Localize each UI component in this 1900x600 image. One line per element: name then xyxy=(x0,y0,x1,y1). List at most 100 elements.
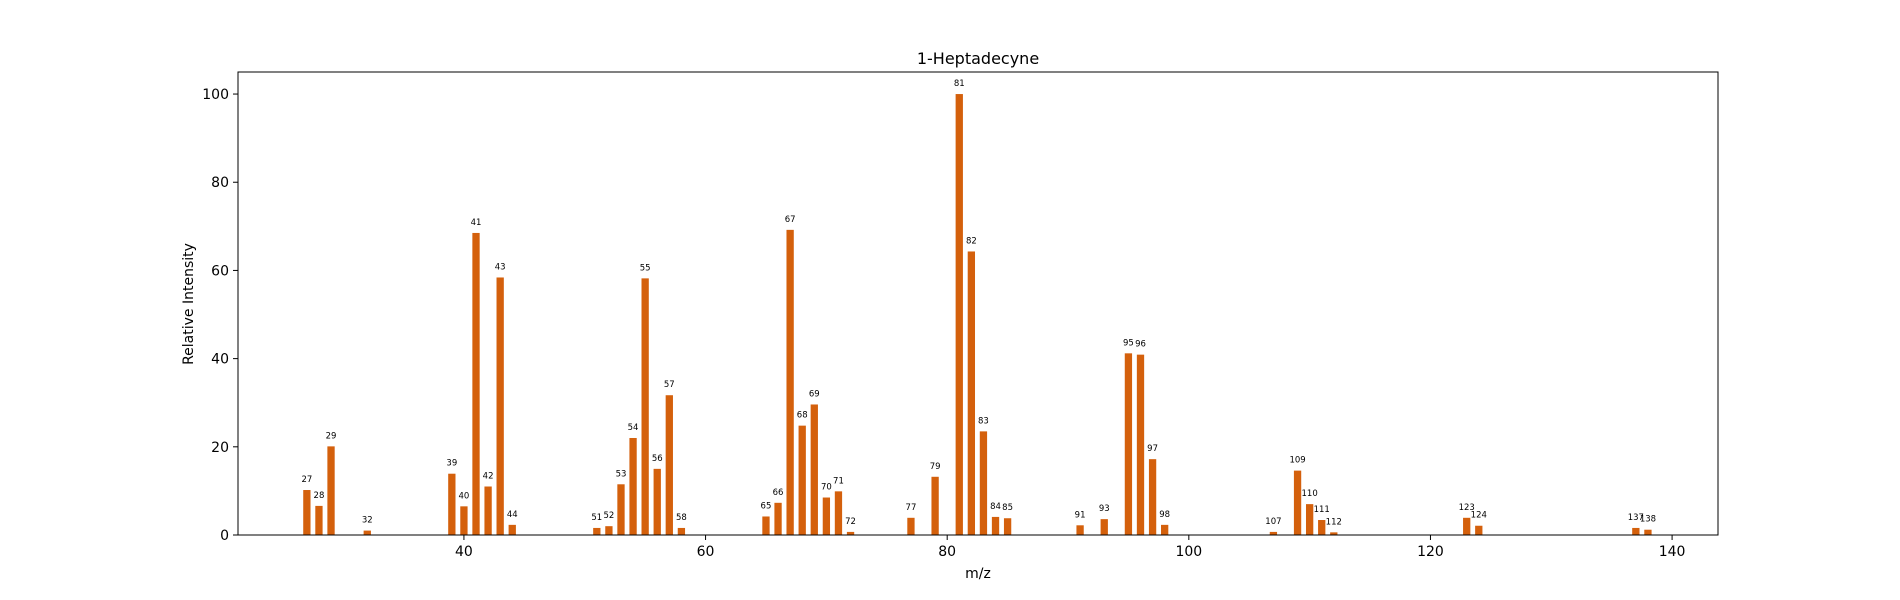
bar-label-mz-84: 84 xyxy=(990,502,1001,512)
bar-label-mz-32: 32 xyxy=(362,516,373,526)
bar-label-mz-111: 111 xyxy=(1314,505,1330,515)
bar-label-mz-52: 52 xyxy=(603,511,614,521)
bar-mz-69 xyxy=(810,404,818,535)
bar-label-mz-44: 44 xyxy=(507,510,518,520)
x-tick-label: 120 xyxy=(1417,544,1444,560)
bar-mz-138 xyxy=(1644,529,1652,535)
bar-label-mz-43: 43 xyxy=(495,262,506,272)
bar-mz-77 xyxy=(907,517,915,535)
bar-mz-98 xyxy=(1161,524,1169,535)
y-tick-label: 80 xyxy=(211,175,229,191)
bar-mz-55 xyxy=(641,278,649,535)
y-axis-label: Relative Intensity xyxy=(181,243,197,365)
bar-label-mz-27: 27 xyxy=(301,475,312,485)
bar-mz-85 xyxy=(1003,518,1012,535)
bar-label-mz-77: 77 xyxy=(906,503,917,513)
bar-mz-58 xyxy=(677,527,686,535)
bar-label-mz-97: 97 xyxy=(1147,444,1158,454)
bar-mz-79 xyxy=(931,476,939,535)
bar-label-mz-112: 112 xyxy=(1326,517,1342,527)
bar-label-mz-28: 28 xyxy=(314,491,325,501)
bar-label-mz-70: 70 xyxy=(821,483,832,493)
bar-mz-107 xyxy=(1269,531,1278,535)
bar-mz-81 xyxy=(955,94,963,536)
bar-mz-111 xyxy=(1318,520,1326,535)
y-axis: 0 20 40 60 80 100 xyxy=(202,87,238,544)
bar-label-mz-53: 53 xyxy=(616,469,627,479)
x-tick-label: 80 xyxy=(938,544,956,560)
bar-mz-53 xyxy=(617,484,625,535)
bar-mz-82 xyxy=(967,251,976,535)
bar-label-mz-96: 96 xyxy=(1135,340,1146,350)
x-tick-label: 40 xyxy=(455,544,473,560)
bar-mz-91 xyxy=(1076,525,1084,535)
bar-label-mz-65: 65 xyxy=(761,501,772,511)
bar-label-mz-67: 67 xyxy=(785,215,796,225)
bar-mz-39 xyxy=(448,473,456,535)
bar-label-mz-51: 51 xyxy=(591,513,602,523)
bar-label-mz-29: 29 xyxy=(326,431,337,441)
bar-mz-41 xyxy=(472,232,480,535)
chart-title: 1-Heptadecyne xyxy=(917,49,1039,68)
bar-label-mz-72: 72 xyxy=(845,517,856,527)
bar-mz-124 xyxy=(1475,525,1483,535)
bar-mz-96 xyxy=(1136,354,1145,535)
bar-label-mz-138: 138 xyxy=(1640,515,1656,525)
x-tick-label: 100 xyxy=(1175,544,1202,560)
bar-label-mz-82: 82 xyxy=(966,236,977,246)
bar-mz-95 xyxy=(1124,353,1133,535)
bar-mz-44 xyxy=(508,524,516,535)
bar-label-mz-66: 66 xyxy=(773,488,784,498)
bar-label-mz-110: 110 xyxy=(1302,489,1318,499)
bar-label-mz-54: 54 xyxy=(628,423,639,433)
y-tick-label: 20 xyxy=(211,440,229,456)
x-axis-label: m/z xyxy=(965,566,991,582)
bar-label-mz-69: 69 xyxy=(809,389,820,399)
bar-label-mz-98: 98 xyxy=(1159,510,1170,520)
bar-label-mz-91: 91 xyxy=(1075,510,1086,520)
bar-label-mz-39: 39 xyxy=(446,459,457,469)
bar-label-mz-40: 40 xyxy=(459,491,470,501)
bar-label-mz-81: 81 xyxy=(954,79,965,89)
bar-label-mz-42: 42 xyxy=(483,472,494,482)
bars-layer xyxy=(303,94,1652,536)
bar-mz-67 xyxy=(786,229,794,536)
bar-mz-93 xyxy=(1100,519,1108,535)
bar-mz-65 xyxy=(762,516,770,535)
bar-label-mz-41: 41 xyxy=(471,218,482,228)
bar-mz-42 xyxy=(484,486,492,535)
bar-label-mz-68: 68 xyxy=(797,411,808,421)
bar-mz-68 xyxy=(798,425,806,535)
bar-mz-51 xyxy=(593,527,601,535)
bar-label-mz-93: 93 xyxy=(1099,504,1110,514)
bar-mz-57 xyxy=(665,395,673,535)
bar-mz-71 xyxy=(834,491,843,535)
bar-mz-52 xyxy=(605,526,613,535)
bar-label-mz-71: 71 xyxy=(833,476,844,486)
bar-mz-110 xyxy=(1305,504,1314,535)
bar-label-mz-85: 85 xyxy=(1002,503,1013,513)
bar-mz-70 xyxy=(822,497,831,535)
y-tick-label: 40 xyxy=(211,352,229,368)
bar-label-mz-137: 137 xyxy=(1628,513,1644,523)
bar-mz-29 xyxy=(327,446,335,535)
bar-mz-97 xyxy=(1148,459,1157,535)
bar-label-mz-107: 107 xyxy=(1265,517,1281,527)
bar-label-mz-55: 55 xyxy=(640,263,651,273)
x-tick-label: 60 xyxy=(697,544,715,560)
bar-label-mz-109: 109 xyxy=(1289,456,1305,466)
bar-mz-123 xyxy=(1463,517,1471,535)
bar-mz-109 xyxy=(1293,470,1302,535)
bar-mz-27 xyxy=(303,490,311,535)
y-tick-label: 60 xyxy=(211,263,229,279)
y-tick-label: 100 xyxy=(202,87,229,103)
bar-mz-43 xyxy=(496,277,504,535)
bar-mz-72 xyxy=(846,531,855,535)
bar-label-mz-95: 95 xyxy=(1123,338,1134,348)
bar-mz-56 xyxy=(653,468,661,535)
x-axis: 40 60 80 100 120 140 xyxy=(455,535,1685,560)
bar-label-mz-79: 79 xyxy=(930,462,941,472)
bar-mz-32 xyxy=(363,530,371,535)
